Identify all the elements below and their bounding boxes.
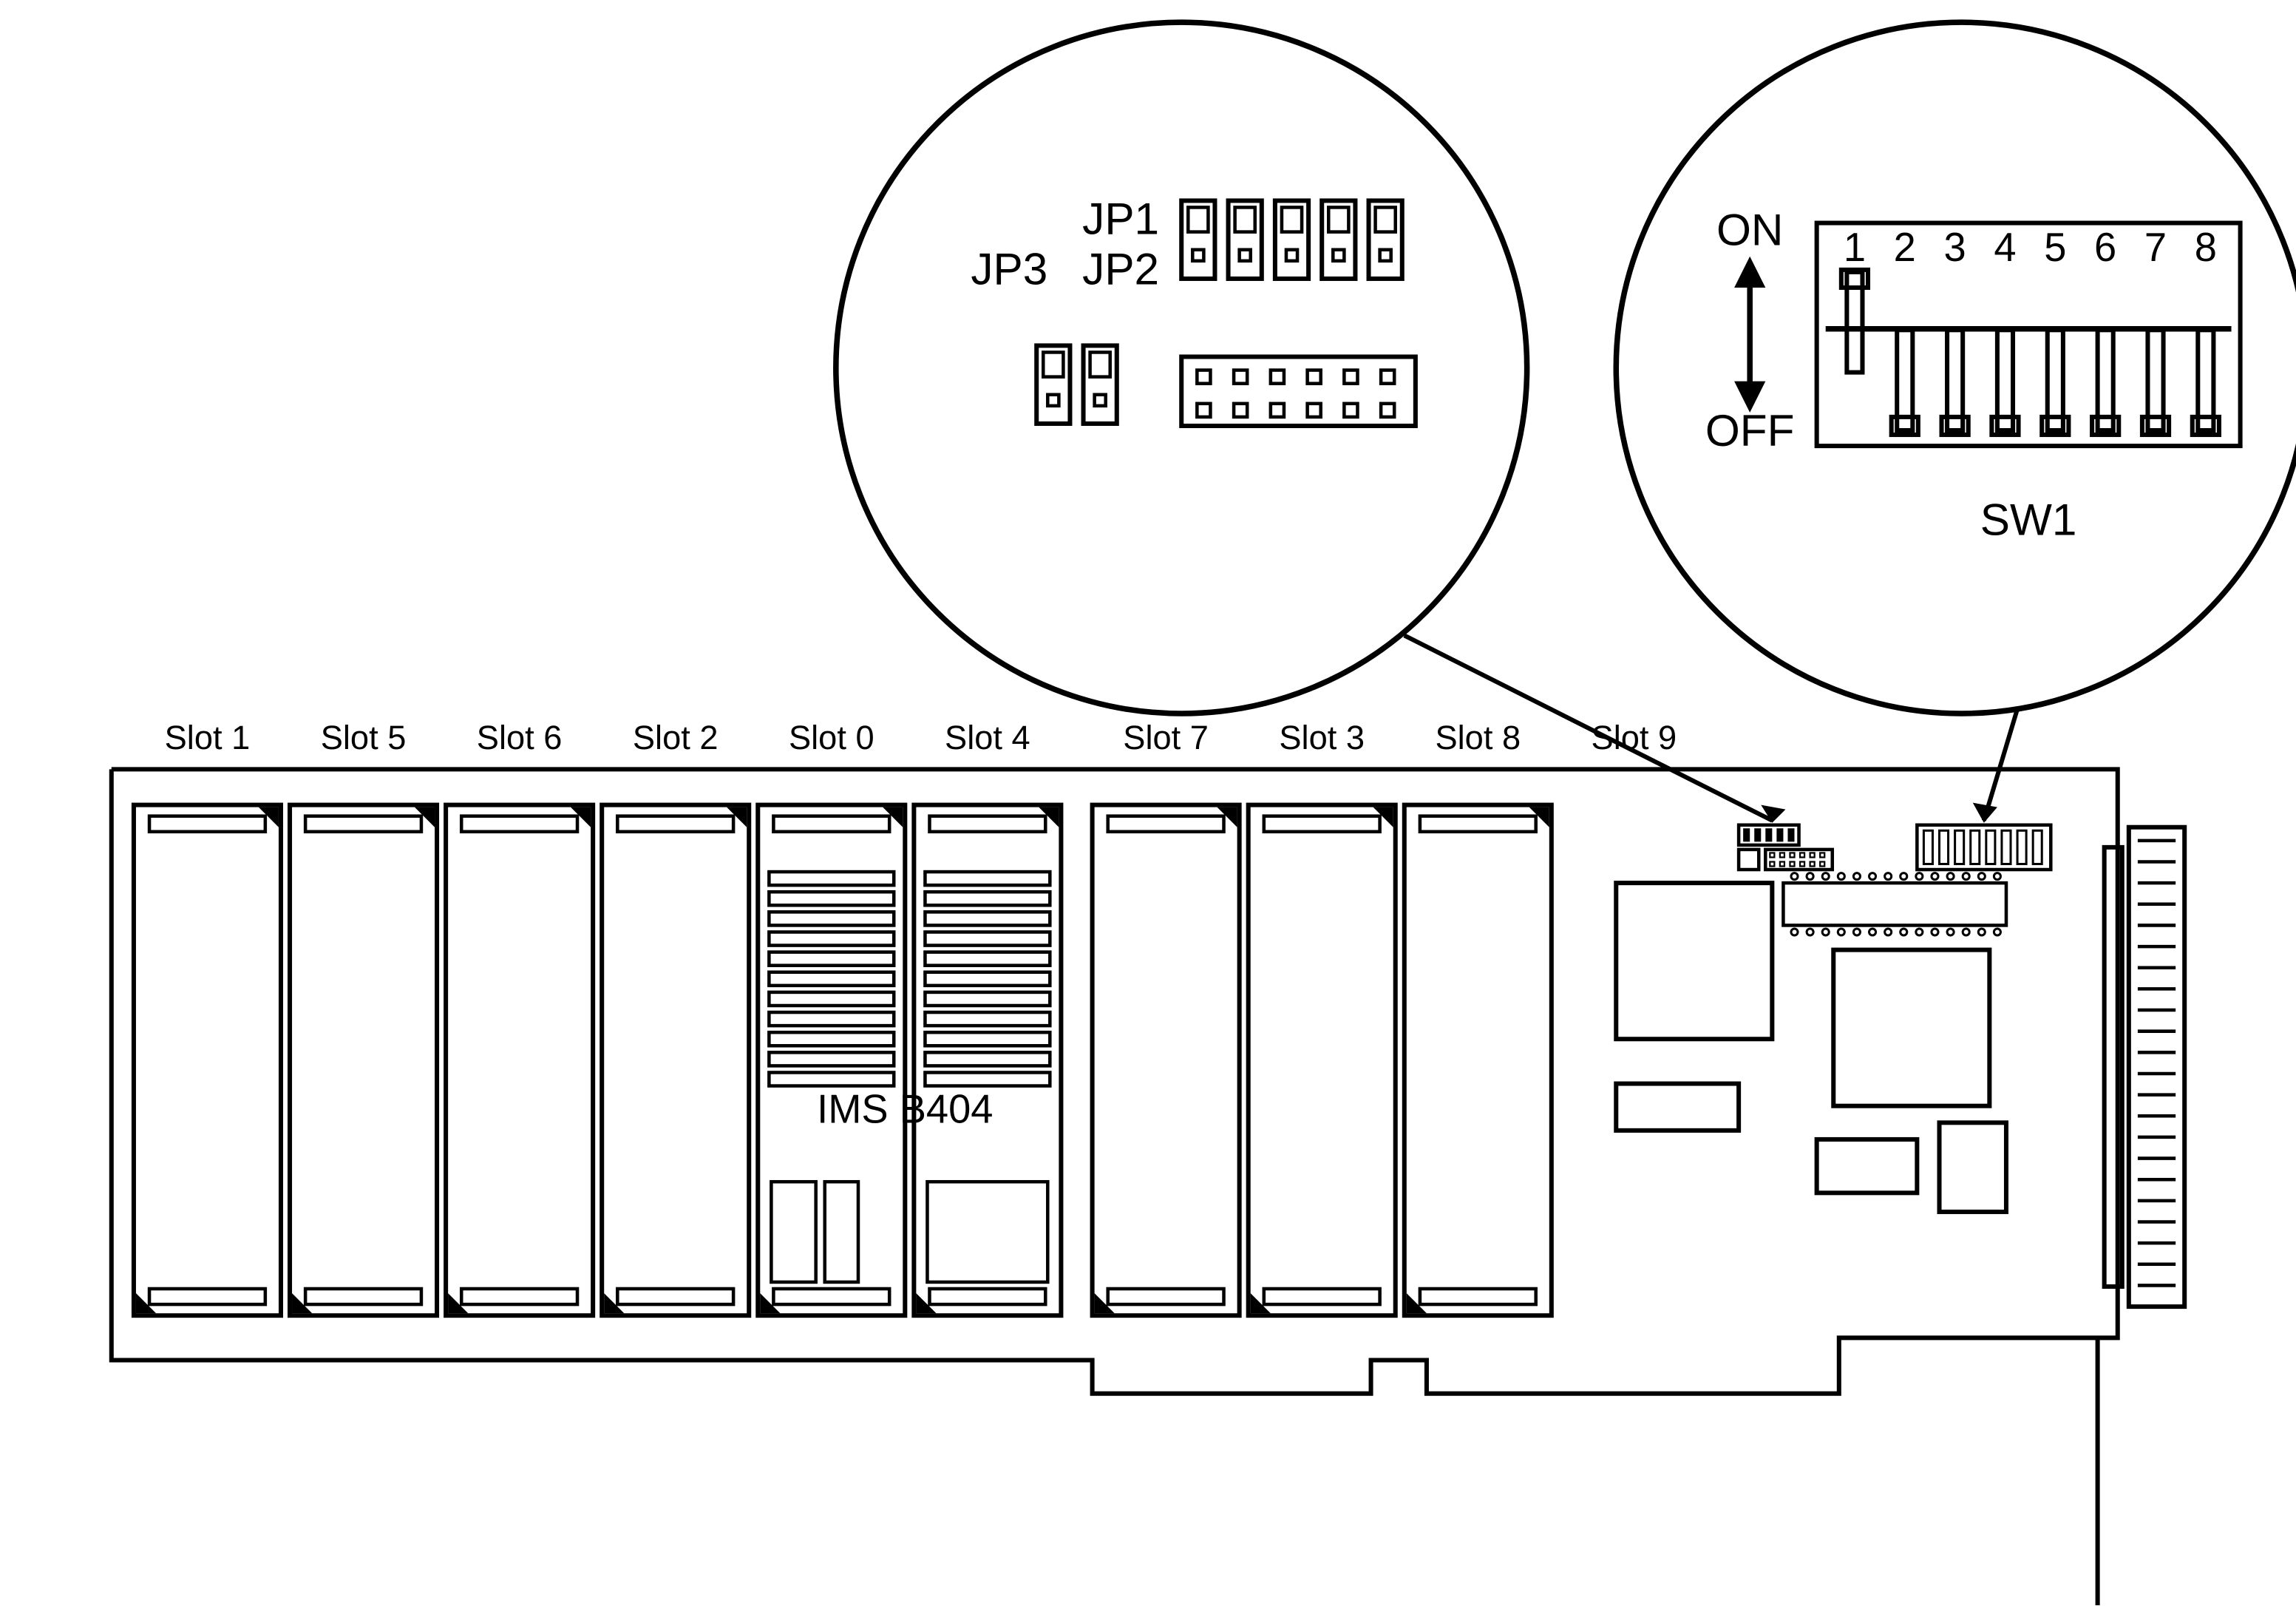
switch-num: 6: [2094, 225, 2116, 270]
off-label: OFF: [1705, 405, 1795, 455]
board-outline: [112, 769, 2118, 1393]
switch-num: 1: [1844, 225, 1866, 270]
switch-num: 5: [2044, 225, 2066, 270]
jp2-label: JP2: [1082, 243, 1159, 294]
jp1-label: JP1: [1082, 194, 1159, 244]
switch-num: 8: [2195, 225, 2217, 270]
slot-card: [1249, 805, 1396, 1316]
board-label: IMS B404: [817, 1086, 993, 1131]
slot-label: Slot 8: [1435, 719, 1521, 756]
slot-label: Slot 0: [789, 719, 874, 756]
slot-card: [446, 805, 593, 1316]
jp3-label: JP3: [971, 243, 1047, 294]
sw1-label: SW1: [1980, 495, 2077, 545]
slot-label: Slot 3: [1279, 719, 1365, 756]
arrowhead-icon: [1761, 805, 1785, 823]
arrowhead-icon: [1973, 803, 1997, 823]
slot-label: Slot 6: [477, 719, 563, 756]
slot-label: Slot 5: [321, 719, 407, 756]
slot-card: [134, 805, 281, 1316]
switch-num: 2: [1894, 225, 1916, 270]
switch-num: 3: [1944, 225, 1966, 270]
slot-card: [1405, 805, 1552, 1316]
slot-card: [914, 805, 1061, 1316]
slot-label: Slot 1: [165, 719, 251, 756]
switch-detail-bubble: [1616, 22, 2296, 714]
on-label: ON: [1716, 205, 1783, 255]
edge-connector: [2129, 827, 2184, 1307]
slot-label: Slot 4: [945, 719, 1030, 756]
slot-label: Slot 2: [633, 719, 719, 756]
slot-label: Slot 7: [1123, 719, 1209, 756]
slot-card: [758, 805, 905, 1316]
switch-num: 7: [2144, 225, 2167, 270]
switch-num: 4: [1994, 225, 2016, 270]
slot-card: [602, 805, 749, 1316]
dip-switch-small: [1917, 825, 2051, 870]
slot-card: [1093, 805, 1240, 1316]
slot-card: [290, 805, 437, 1316]
